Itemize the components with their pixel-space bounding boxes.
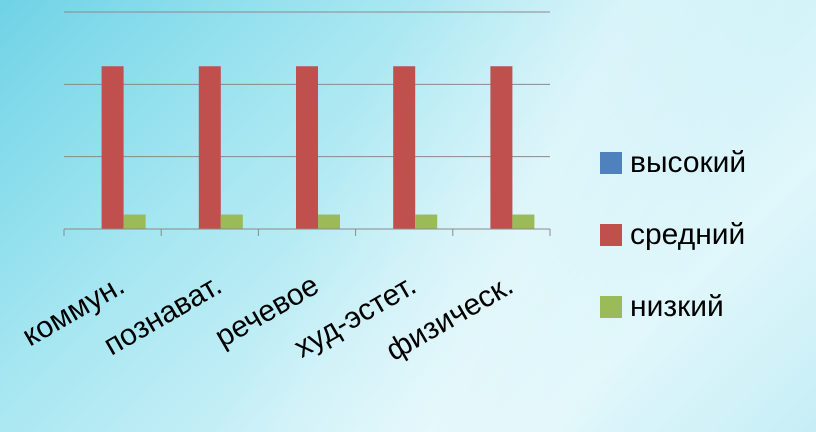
bar: [198, 66, 221, 229]
bar: [123, 214, 146, 229]
bar: [393, 66, 416, 229]
bar: [318, 214, 340, 229]
bar: [296, 66, 318, 229]
bars: [101, 66, 535, 229]
bar: [490, 66, 513, 229]
bar: [101, 66, 124, 229]
bar: [220, 214, 243, 229]
x-axis: [63, 228, 551, 236]
legend-item-high: высокий: [600, 142, 810, 184]
legend-swatch-high: [600, 152, 622, 174]
x-tick-labels: коммун.познават.речевоехуд-эстет.физичес…: [17, 268, 519, 367]
legend-swatch-medium: [600, 224, 622, 246]
legend-item-medium: средний: [600, 214, 810, 256]
legend-label-low: низкий: [630, 290, 724, 323]
legend: высокий средний низкий: [600, 142, 810, 358]
legend-label-high: высокий: [630, 146, 747, 179]
bar: [415, 214, 438, 229]
legend-item-low: низкий: [600, 286, 810, 328]
bar: [512, 214, 535, 229]
legend-label-medium: средний: [630, 218, 746, 251]
legend-swatch-low: [600, 296, 622, 318]
